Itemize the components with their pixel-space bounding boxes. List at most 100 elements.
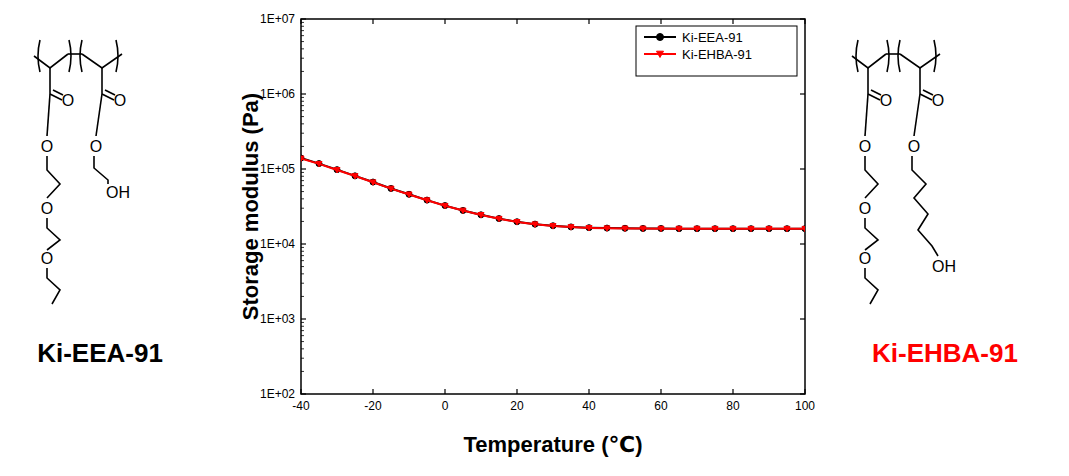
y-minor-tick <box>301 180 304 181</box>
data-point <box>604 226 610 231</box>
legend-marker <box>657 34 664 41</box>
data-point <box>388 186 394 191</box>
data-point <box>388 185 394 191</box>
x-tick <box>660 389 661 394</box>
x-tick <box>588 389 589 394</box>
data-point <box>622 226 628 231</box>
x-tick-top <box>372 19 373 24</box>
x-tick-label: -40 <box>292 399 310 413</box>
y-tick-label: 1E+05 <box>260 162 295 176</box>
bond <box>50 94 62 100</box>
y-minor-tick <box>301 358 304 359</box>
atom-label: O <box>880 92 892 109</box>
bond <box>867 68 869 94</box>
y-minor-tick <box>301 251 304 252</box>
bond <box>919 68 921 94</box>
atom-label: O <box>859 138 871 155</box>
data-point <box>676 226 682 231</box>
data-point <box>748 226 754 232</box>
bond <box>47 94 50 136</box>
x-axis-label: Temperature (℃) <box>463 432 642 457</box>
bond <box>868 94 880 100</box>
backbone <box>82 54 122 68</box>
data-point <box>352 173 358 179</box>
bracket <box>887 40 889 72</box>
y-tick-right <box>800 93 805 94</box>
atom-label: O <box>41 200 53 217</box>
x-tick <box>804 389 805 394</box>
bracket <box>934 40 936 72</box>
x-tick <box>516 389 517 394</box>
y-minor-tick <box>301 371 304 372</box>
x-tick-label: 80 <box>726 399 740 413</box>
atom-label: O <box>41 250 53 267</box>
y-minor-tick <box>301 221 304 222</box>
y-minor-tick <box>301 105 304 106</box>
bond <box>96 94 102 136</box>
data-point <box>514 219 520 225</box>
plot-frame <box>301 19 805 394</box>
y-minor-tick <box>301 198 304 199</box>
y-minor-tick <box>301 116 304 117</box>
data-point <box>568 225 574 230</box>
data-point <box>604 225 610 231</box>
y-minor-tick <box>301 191 304 192</box>
y-minor-tick <box>301 71 304 72</box>
atom-label: O <box>114 92 126 109</box>
data-point <box>460 208 466 213</box>
data-point <box>712 226 718 231</box>
legend-marker <box>657 51 664 57</box>
series-line <box>301 159 805 229</box>
series-0 <box>301 155 805 232</box>
data-point <box>730 226 736 231</box>
data-point <box>766 226 772 231</box>
data-point <box>316 161 322 167</box>
data-point <box>406 192 412 197</box>
bracket <box>38 40 40 72</box>
x-tick <box>372 389 373 394</box>
x-tick-top <box>444 19 445 24</box>
y-minor-tick <box>301 172 304 173</box>
y-minor-tick <box>301 97 304 98</box>
data-point <box>496 216 502 221</box>
data-point <box>640 225 646 231</box>
y-minor-tick <box>301 255 304 256</box>
x-tick-top <box>588 19 589 24</box>
y-minor-tick <box>301 110 304 111</box>
y-minor-tick <box>301 176 304 177</box>
x-tick-top <box>516 19 517 24</box>
bracket <box>898 40 900 72</box>
data-point <box>748 226 754 231</box>
atom-label: OH <box>106 184 130 201</box>
y-tick-right <box>800 393 805 394</box>
legend: Ki-EEA-91Ki-EHBA-91 <box>636 26 797 76</box>
data-point <box>478 212 484 218</box>
atom-label: O <box>859 200 871 217</box>
y-minor-tick <box>301 208 304 209</box>
data-point <box>478 213 484 218</box>
structure: OOOOOOOH <box>34 40 130 304</box>
data-point <box>316 161 322 166</box>
y-minor-tick <box>301 133 304 134</box>
background <box>0 0 1069 476</box>
y-tick <box>301 393 306 394</box>
bond <box>47 268 60 304</box>
y-minor-tick <box>301 58 304 59</box>
data-point <box>514 220 520 225</box>
x-tick-top <box>660 19 661 24</box>
y-minor-tick <box>301 101 304 102</box>
data-point <box>586 225 592 230</box>
y-tick-label: 1E+02 <box>260 387 295 401</box>
y-minor-tick <box>301 322 304 323</box>
y-minor-tick <box>301 185 304 186</box>
series-group <box>301 155 805 232</box>
y-minor-tick <box>301 341 304 342</box>
y-tick-right <box>800 168 805 169</box>
data-point <box>442 203 448 209</box>
y-minor-tick <box>301 330 304 331</box>
y-minor-tick <box>301 283 304 284</box>
data-point <box>406 191 412 197</box>
legend-box <box>636 26 797 76</box>
y-minor-tick <box>301 296 304 297</box>
x-tick <box>732 389 733 394</box>
